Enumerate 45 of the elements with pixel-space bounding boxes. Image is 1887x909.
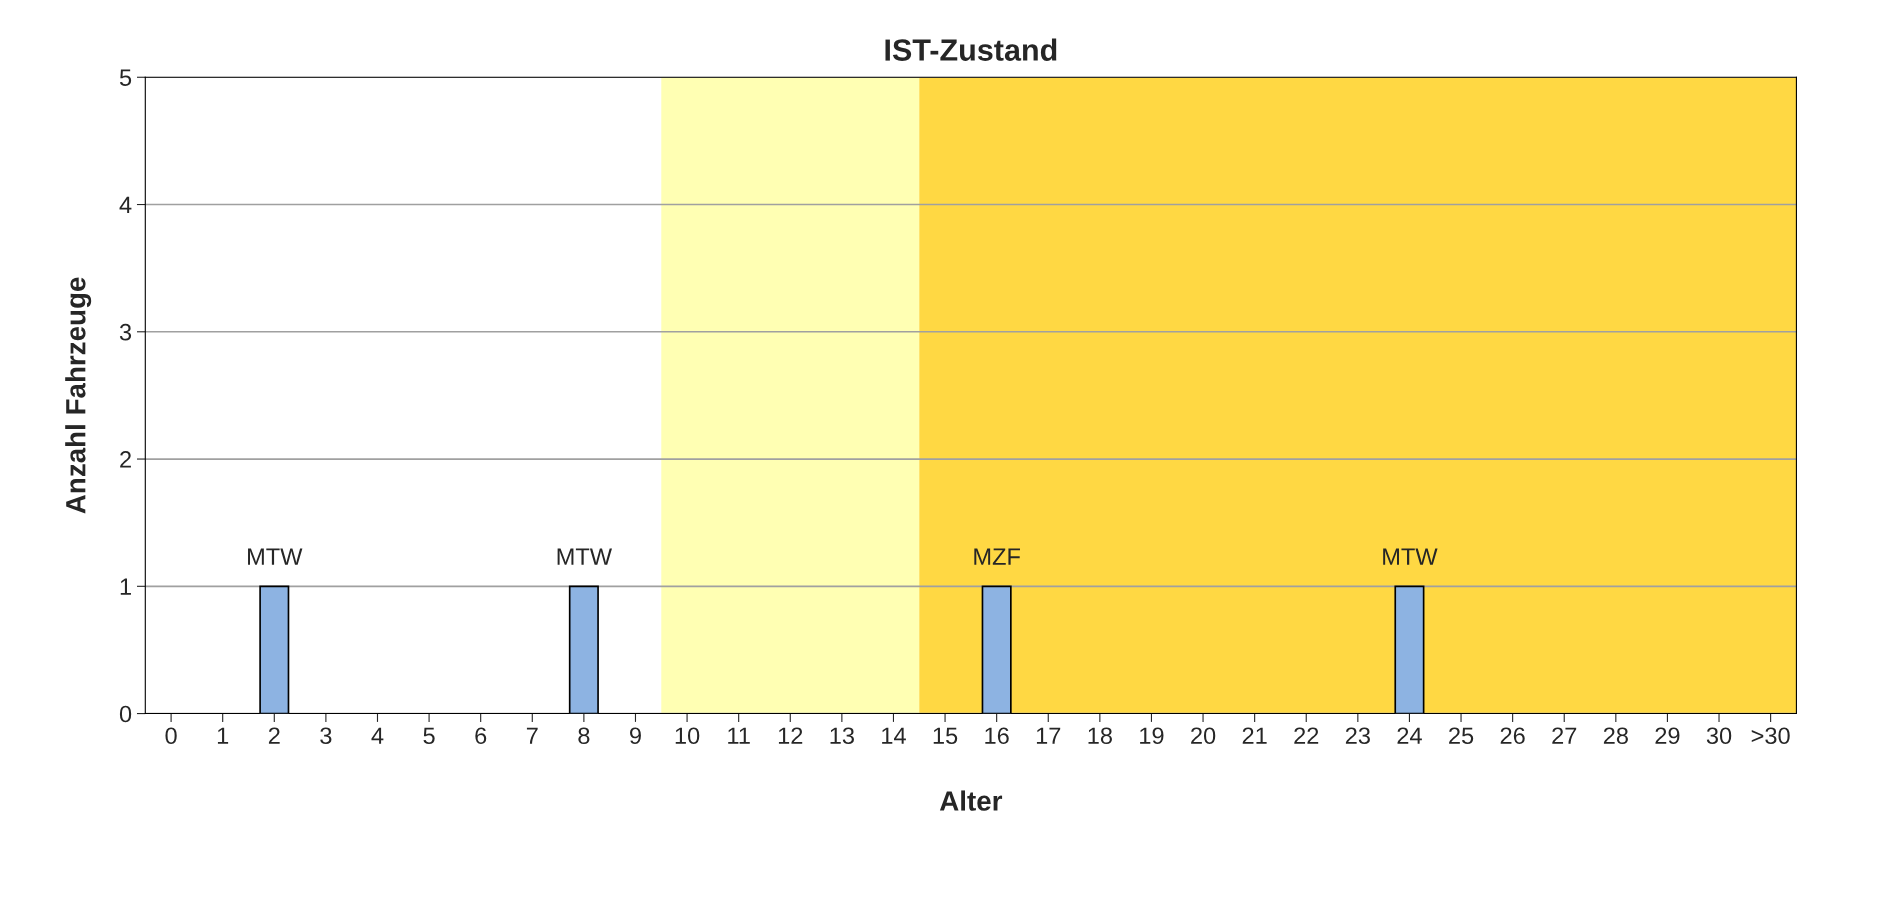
y-axis-title: Anzahl Fahrzeuge [65,277,92,514]
y-tick-label: 1 [120,578,131,595]
x-tick-label: 28 [1603,727,1628,745]
x-tick-label: 18 [1088,727,1112,745]
x-tick-label: 20 [1191,727,1216,745]
x-tick-label: 4 [371,727,384,744]
x-tick-label: 27 [1552,727,1577,744]
y-tick-label: 4 [119,196,132,214]
x-tick-label: 8 [578,727,590,745]
x-axis-title: Alter [939,790,1003,811]
x-tick-label: 29 [1655,727,1680,745]
x-tick-label: 11 [728,727,750,744]
x-tick-label: 24 [1397,727,1422,744]
x-tick-label: 16 [985,727,1009,745]
data-label: MTW [1383,548,1438,565]
x-tick-label: 1 [217,727,229,744]
chart-title: IST-Zustand [885,38,1057,61]
x-tick-label: 3 [320,727,332,745]
data-label: MTW [248,548,303,565]
x-tick-label: 17 [1036,727,1061,744]
x-tick-label: 30 [1706,727,1732,745]
x-tick-label: 7 [526,727,538,744]
x-tick-label: 13 [830,727,854,745]
x-tick-label: 26 [1500,727,1525,745]
x-tick-label: 2 [268,727,280,744]
y-tick-label: 0 [119,705,132,723]
x-tick-label: 0 [165,727,177,745]
x-tick-label: 15 [933,727,958,745]
data-label: MTW [557,548,612,565]
x-tick-label: 5 [423,727,435,745]
x-tick-label: 23 [1345,727,1370,745]
y-tick-label: 5 [119,69,132,87]
x-tick-label: 9 [630,727,641,745]
y-tick-label: 2 [120,451,131,468]
y-tick-label: 3 [119,323,132,341]
x-tick-label: 25 [1449,727,1474,745]
x-tick-label: 19 [1140,727,1164,745]
x-tick-label: 12 [778,727,803,744]
x-tick-label: 10 [675,727,700,745]
x-tick-label: 6 [475,727,487,745]
x-tick-label: >30 [1751,727,1790,745]
x-tick-label: 22 [1294,727,1319,744]
x-tick-label: 14 [882,727,906,744]
data-label: MZF [974,548,1020,565]
x-tick-label: 21 [1242,727,1267,744]
